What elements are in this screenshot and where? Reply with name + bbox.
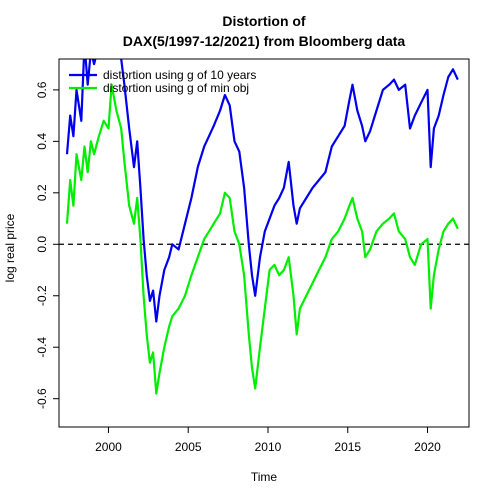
series-line-2 [65, 83, 459, 395]
x-axis-label: Time [251, 470, 278, 484]
plot-layer [59, 59, 469, 395]
y-tick-label: 0.2 [35, 184, 49, 201]
y-tick-label: -0.4 [35, 337, 49, 358]
legend: distortion using g of 10 yearsdistortion… [69, 68, 256, 95]
chart-title: Distortion of [222, 13, 306, 29]
legend-label: distortion using g of min obj [103, 81, 249, 95]
y-tick-label: 0.0 [35, 236, 49, 253]
y-tick-label: -0.2 [35, 285, 49, 306]
y-tick-label: 0.6 [35, 81, 49, 98]
x-tick-label: 2015 [334, 440, 361, 454]
x-axis: 2000 2005 2010 2015 2020 [95, 426, 441, 454]
x-tick-label: 2000 [95, 440, 122, 454]
series-line-1 [65, 59, 459, 323]
y-tick-label: -0.6 [35, 388, 49, 409]
chart-subtitle: DAX(5/1997-12/2021) from Bloomberg data [123, 33, 406, 49]
x-tick-label: 2010 [255, 440, 282, 454]
x-tick-label: 2020 [414, 440, 441, 454]
x-tick-label: 2005 [175, 440, 202, 454]
y-axis: -0.6 -0.4 -0.2 0.0 0.2 0.4 0.6 [35, 81, 60, 409]
legend-label: distortion using g of 10 years [103, 68, 256, 82]
y-axis-label: log real price [3, 213, 17, 282]
y-tick-label: 0.4 [35, 133, 49, 150]
